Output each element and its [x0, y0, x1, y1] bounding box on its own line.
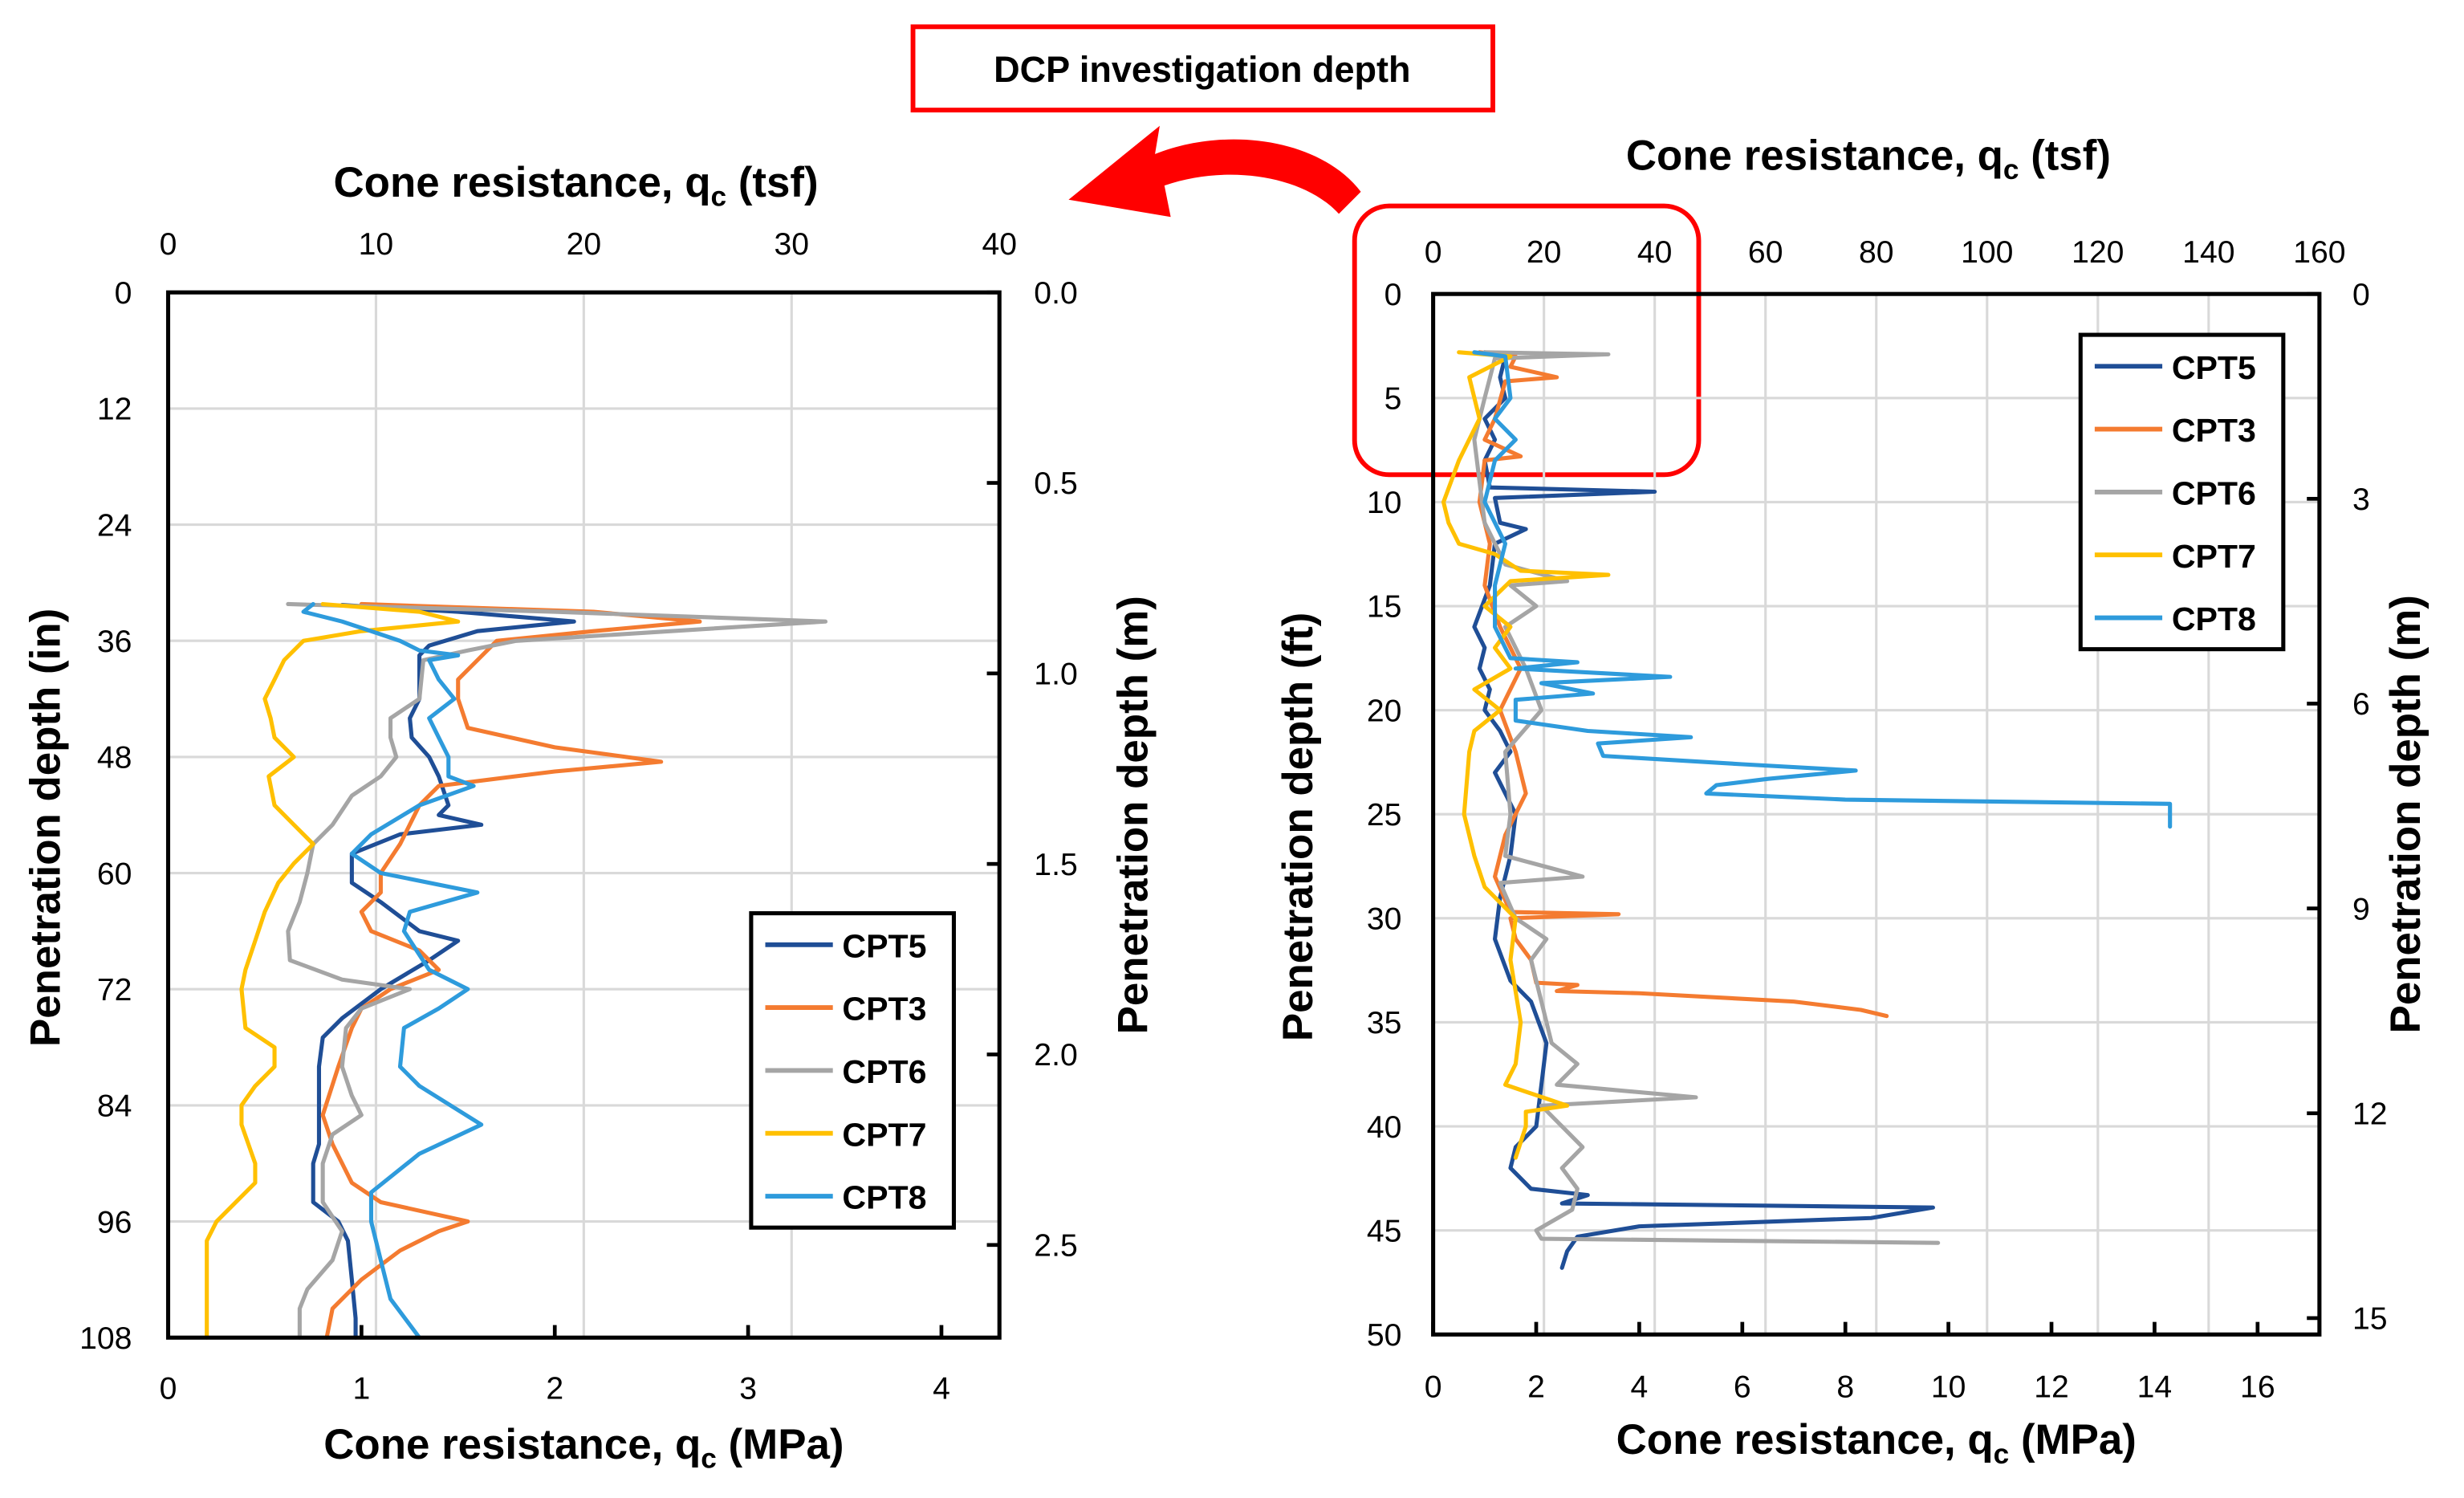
left-axis-tick-label: 10: [1367, 486, 1402, 520]
right-axis-tick-label: 2.0: [1034, 1038, 1077, 1073]
top-axis-tick-label: 30: [775, 227, 810, 262]
top-axis-title: Cone resistance, qc (tsf): [1626, 132, 2111, 186]
bottom-axis-tick-label: 14: [2137, 1370, 2173, 1405]
left-axis-tick-label: 12: [97, 393, 132, 427]
right-axis-tick-label: 0.0: [1034, 276, 1077, 311]
right-chart: 0 20 40 60 80 100 120 140 1600510152025303540455…: [1275, 132, 2429, 1470]
legend: CPT5 CPT3 CPT6 CPT7 CPT8: [2078, 332, 2286, 652]
left-axis-tick-label: 96: [97, 1205, 132, 1240]
left-axis-tick-label: 40: [1367, 1110, 1402, 1145]
plot-frame: [165, 290, 1002, 1340]
left-axis-tick-label: 50: [1367, 1318, 1402, 1353]
legend-label-cpt7: CPT7: [842, 1116, 926, 1153]
top-axis-tick-label: 80: [1859, 235, 1894, 270]
series-line-cpt7: [1441, 350, 1611, 1160]
annotation-box: [910, 24, 1495, 113]
right-axis-tick-label: 3: [2352, 482, 2370, 517]
legend-label-cpt7: CPT7: [2172, 538, 2256, 575]
right-axis-title: Penetration depth (m): [1109, 596, 1157, 1034]
series-line-cpt6: [1472, 350, 1941, 1245]
left-axis-title: Penetration depth (in): [22, 609, 69, 1047]
top-axis-tick-label: 0: [1425, 235, 1442, 270]
bottom-axis-tick-label: 16: [2240, 1370, 2275, 1405]
legend-label-cpt8: CPT8: [842, 1179, 926, 1216]
series-line-cpt5: [311, 603, 576, 1340]
legend-label-cpt8: CPT8: [2172, 600, 2256, 637]
bottom-axis-tick-label: 4: [1631, 1370, 1649, 1405]
top-axis-tick-label: 120: [2072, 235, 2124, 270]
right-axis-tick-label: 6: [2352, 687, 2370, 722]
left-axis-tick-label: 0: [115, 276, 132, 311]
right-axis-tick-label: 15: [2352, 1302, 2388, 1337]
top-axis-title: Cone resistance, qc (tsf): [334, 159, 819, 213]
annotation-label: DCP investigation depth: [994, 49, 1410, 90]
left-axis-tick-label: 20: [1367, 694, 1402, 728]
top-axis-tick-label: 40: [1637, 235, 1673, 270]
legend-label-cpt5: CPT5: [2172, 349, 2256, 386]
right-axis-title: Penetration depth (m): [2382, 595, 2429, 1033]
bottom-axis-tick-label: 0: [160, 1372, 177, 1406]
dcp-depth-highlight: [1352, 203, 1702, 478]
legend-label-cpt5: CPT5: [842, 927, 926, 964]
top-axis-tick-label: 10: [359, 227, 394, 262]
left-axis-tick-label: 72: [97, 973, 132, 1007]
left-axis-tick-label: 25: [1367, 798, 1402, 832]
series-line-cpt7: [205, 601, 461, 1340]
legend-label-cpt6: CPT6: [2172, 475, 2256, 512]
bottom-axis-tick-label: 10: [1931, 1370, 1966, 1405]
bottom-axis-tick-label: 2: [1527, 1370, 1545, 1405]
series-line-cpt8: [1472, 350, 2173, 829]
bottom-axis-tick-label: 8: [1836, 1370, 1854, 1405]
bottom-axis-title: Cone resistance, qc (MPa): [1616, 1416, 2137, 1470]
legend-label-cpt6: CPT6: [842, 1053, 926, 1090]
left-axis-tick-label: 15: [1367, 590, 1402, 625]
top-axis-tick-label: 160: [2293, 235, 2345, 270]
series-line-cpt8: [301, 601, 484, 1340]
legend: CPT5 CPT3 CPT6 CPT7 CPT8: [749, 911, 956, 1230]
left-axis-tick-label: 0: [1384, 278, 1402, 312]
plot-frame: [1431, 291, 2322, 1337]
right-axis-tick-label: 0: [2352, 278, 2370, 312]
legend-label-cpt3: CPT3: [2172, 412, 2256, 449]
left-axis-tick-label: 36: [97, 625, 132, 659]
series-line-cpt6: [286, 601, 828, 1340]
bottom-axis-tick-label: 0: [1425, 1370, 1442, 1405]
bottom-axis-tick-label: 2: [546, 1372, 563, 1406]
left-axis-title: Penetration depth (ft): [1275, 613, 1322, 1041]
right-axis-tick-label: 9: [2352, 892, 2370, 926]
bottom-axis-tick-label: 6: [1734, 1370, 1751, 1405]
curved-arrow-icon: [1068, 125, 1361, 218]
top-axis-tick-label: 40: [982, 227, 1017, 262]
left-axis-tick-label: 5: [1384, 382, 1402, 417]
bottom-axis-tick-label: 4: [933, 1372, 950, 1406]
bottom-axis-tick-label: 1: [352, 1372, 370, 1406]
right-axis-tick-label: 12: [2352, 1097, 2388, 1131]
bottom-axis-tick-label: 3: [739, 1372, 757, 1406]
top-axis-tick-label: 20: [1527, 235, 1562, 270]
top-axis-tick-label: 60: [1748, 235, 1783, 270]
left-axis-tick-label: 48: [97, 741, 132, 775]
top-axis-tick-label: 0: [160, 227, 177, 262]
series-line-cpt3: [320, 601, 702, 1340]
left-axis-tick-label: 60: [97, 857, 132, 891]
right-axis-tick-label: 0.5: [1034, 466, 1077, 501]
right-axis-tick-label: 1.5: [1034, 848, 1077, 882]
right-axis-tick-label: 1.0: [1034, 657, 1077, 692]
left-axis-tick-label: 84: [97, 1089, 132, 1124]
top-axis-tick-label: 20: [567, 227, 602, 262]
left-axis-tick-label: 35: [1367, 1006, 1402, 1040]
left-axis-tick-label: 45: [1367, 1214, 1402, 1248]
bottom-axis-tick-label: 12: [2034, 1370, 2069, 1405]
bottom-axis-title: Cone resistance, qc (MPa): [323, 1421, 844, 1475]
left-axis-tick-label: 108: [79, 1321, 132, 1356]
left-axis-tick-label: 24: [97, 508, 132, 543]
legend-label-cpt3: CPT3: [842, 991, 926, 1028]
top-axis-tick-label: 100: [1961, 235, 2013, 270]
left-axis-tick-label: 30: [1367, 902, 1402, 937]
top-axis-tick-label: 140: [2182, 235, 2234, 270]
right-axis-tick-label: 2.5: [1034, 1229, 1077, 1264]
